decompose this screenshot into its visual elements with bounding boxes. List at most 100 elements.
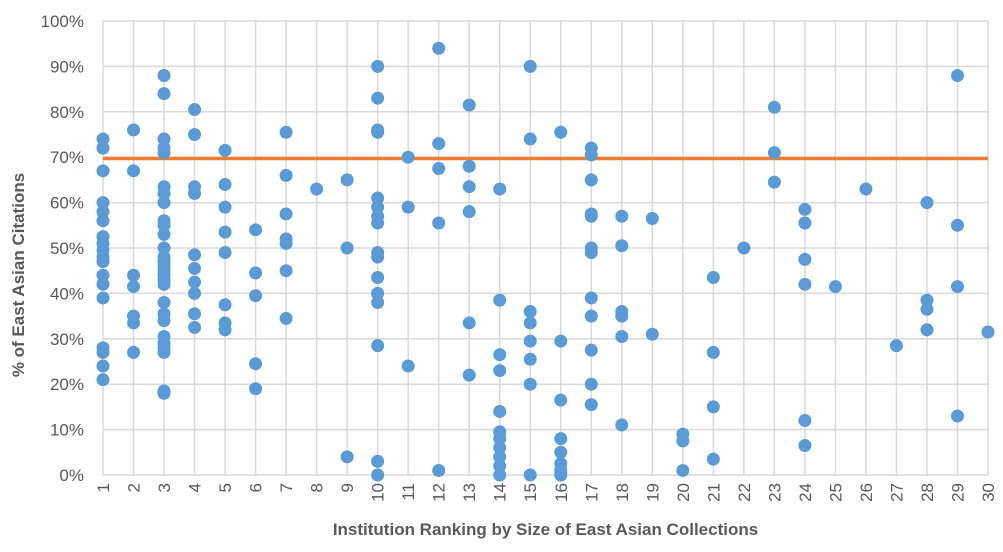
x-tick-label: 13 [460, 483, 479, 502]
data-point [310, 182, 324, 196]
data-point [127, 123, 141, 137]
data-point [584, 398, 598, 412]
x-tick-label: 16 [552, 483, 571, 502]
y-axis-title: % of East Asian Citations [4, 150, 34, 400]
x-tick-label: 24 [796, 483, 815, 502]
data-point [96, 141, 110, 155]
data-point [188, 128, 202, 141]
data-point [249, 357, 263, 371]
data-point [920, 302, 934, 316]
data-point [96, 268, 110, 282]
data-point [279, 207, 293, 221]
data-point [523, 377, 537, 391]
data-point [218, 298, 232, 312]
data-point [188, 187, 202, 201]
data-point [340, 241, 354, 255]
data-point [493, 293, 507, 307]
data-point [218, 225, 232, 239]
data-point [950, 68, 964, 82]
y-tick-label: 70% [50, 148, 84, 167]
x-tick-label: 10 [369, 483, 388, 502]
data-points [96, 41, 995, 482]
data-point [493, 182, 507, 196]
data-point [554, 125, 568, 139]
data-point [584, 291, 598, 305]
data-point [218, 143, 232, 157]
x-axis-title: Institution Ranking by Size of East Asia… [332, 520, 759, 539]
data-point [371, 91, 385, 105]
data-point [523, 305, 537, 319]
x-tick-label: 27 [887, 483, 906, 502]
data-point [127, 280, 141, 294]
data-point [371, 468, 385, 482]
data-point [157, 187, 171, 201]
data-point [767, 100, 781, 114]
data-point [157, 295, 171, 309]
data-point [767, 146, 781, 160]
data-point [96, 277, 110, 291]
data-point [920, 323, 934, 337]
data-point [554, 468, 568, 482]
y-axis-title-text: % of East Asian Citations [9, 172, 28, 378]
data-point [371, 286, 385, 300]
y-tick-label: 50% [50, 239, 84, 258]
data-point [493, 441, 507, 455]
x-tick-label: 22 [735, 483, 754, 502]
data-point [981, 325, 995, 339]
data-point [432, 216, 446, 230]
data-point [188, 307, 202, 321]
data-point [96, 255, 110, 269]
data-point [249, 289, 263, 303]
data-point [188, 248, 202, 262]
x-tick-label: 30 [979, 483, 998, 502]
x-tick-label: 14 [491, 483, 510, 502]
data-point [218, 323, 232, 337]
x-tick-label: 2 [125, 483, 144, 492]
x-tick-label: 19 [643, 483, 662, 502]
data-point [615, 209, 629, 223]
data-point [401, 359, 415, 373]
data-point [157, 196, 171, 210]
data-point [188, 103, 202, 117]
data-point [554, 334, 568, 348]
data-point [493, 450, 507, 464]
data-point [340, 173, 354, 187]
data-point [523, 468, 537, 482]
data-point [279, 311, 293, 325]
data-point [584, 343, 598, 357]
data-point [584, 246, 598, 260]
data-point [371, 59, 385, 73]
x-tick-label: 25 [826, 483, 845, 502]
data-point [950, 218, 964, 232]
data-point [920, 293, 934, 307]
data-point [188, 320, 202, 334]
data-point [676, 434, 690, 448]
data-point [493, 459, 507, 473]
y-tick-label: 30% [50, 330, 84, 349]
data-point [96, 164, 110, 178]
data-point [218, 246, 232, 260]
data-point [127, 268, 141, 282]
data-point [798, 414, 812, 428]
data-point [157, 68, 171, 82]
data-point [127, 316, 141, 330]
data-point [462, 98, 476, 112]
data-point [371, 271, 385, 285]
x-tick-label: 21 [704, 483, 723, 502]
data-point [371, 295, 385, 309]
data-point [157, 132, 171, 146]
x-tick-label: 20 [674, 483, 693, 502]
x-tick-label: 4 [186, 483, 205, 492]
data-point [218, 177, 232, 191]
y-tick-label: 80% [50, 103, 84, 122]
data-point [767, 175, 781, 189]
data-point [188, 275, 202, 289]
x-tick-label: 15 [521, 483, 540, 502]
y-tick-label: 20% [50, 375, 84, 394]
data-point [523, 132, 537, 146]
data-point [432, 41, 446, 55]
data-point [584, 209, 598, 223]
data-point [493, 364, 507, 378]
data-point [279, 168, 293, 182]
